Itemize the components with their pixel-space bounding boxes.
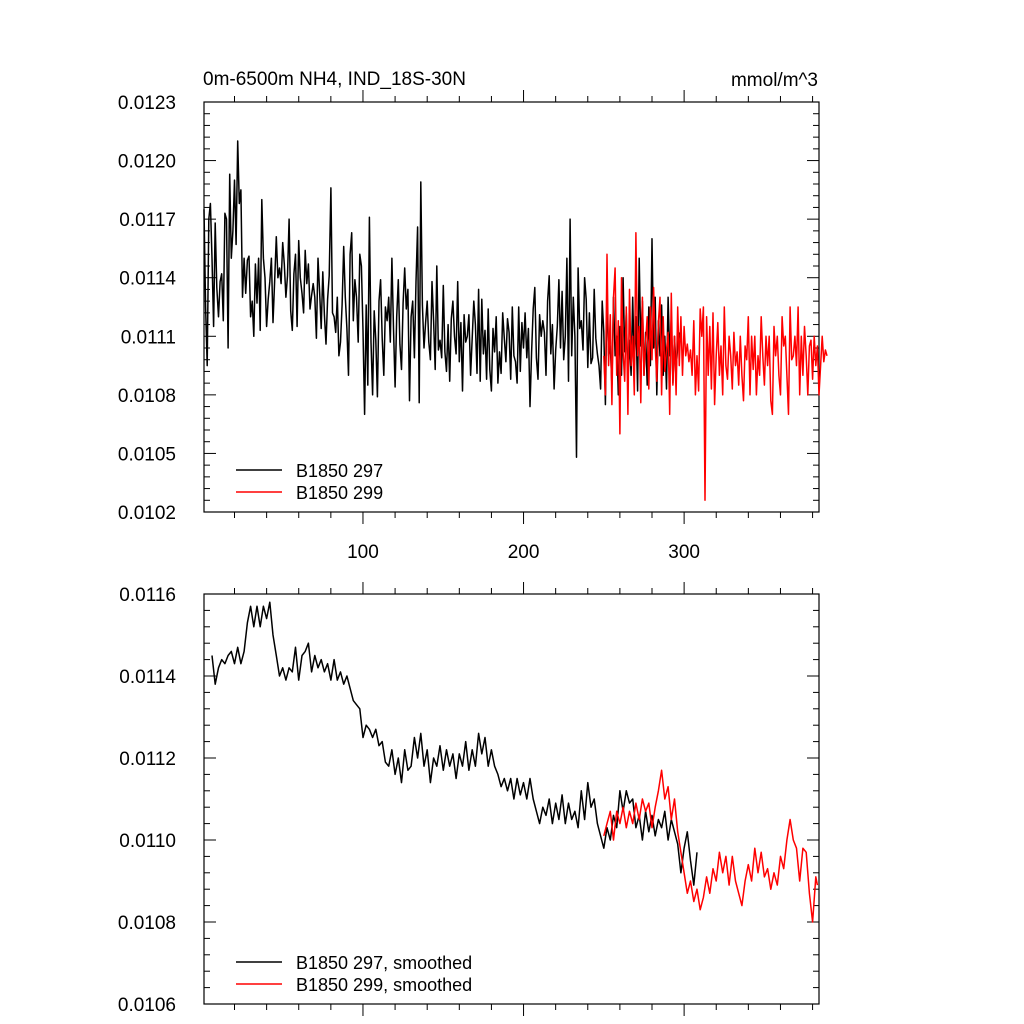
series-line-b1850-297-smoothed bbox=[211, 601, 698, 886]
y-tick-label: 0.0111 bbox=[121, 327, 176, 348]
x-tick-label: 200 bbox=[508, 542, 540, 563]
bottom-tick-marks bbox=[204, 582, 819, 1016]
y-tick-label: 0.0117 bbox=[119, 210, 176, 231]
bottom-plot-frame bbox=[203, 593, 820, 1005]
bottom-series bbox=[211, 601, 819, 923]
top-panel-units: mmol/m^3 bbox=[731, 70, 818, 91]
top-tick-labels: 0.0102 0.0105 0.0108 0.0111 0.0114 0.0117 0.01… bbox=[118, 93, 700, 563]
top-series bbox=[203, 140, 828, 502]
bottom-legend: B1850 297, smoothed B1850 299, smoothed bbox=[236, 953, 472, 995]
y-tick-label: 0.0110 bbox=[119, 831, 176, 852]
x-tick-label: 100 bbox=[347, 542, 379, 563]
legend-label-b1850-297: B1850 297 bbox=[296, 461, 383, 481]
y-tick-label: 0.0105 bbox=[118, 444, 176, 465]
bottom-tick-labels: 0.0106 0.0108 0.0110 0.0112 0.0114 0.0116 bbox=[118, 585, 177, 1016]
top-plot-frame bbox=[203, 101, 820, 513]
top-panel-title: 0m-6500m NH4, IND_18S-30N bbox=[203, 69, 466, 90]
y-tick-label: 0.0120 bbox=[118, 152, 176, 173]
y-tick-label: 0.0114 bbox=[119, 667, 176, 688]
x-tick-label: 300 bbox=[668, 542, 700, 563]
legend-label-b1850-299: B1850 299 bbox=[296, 483, 383, 503]
bottom-panel: 0.0106 0.0108 0.0110 0.0112 0.0114 0.0116 B18… bbox=[118, 582, 820, 1016]
y-tick-label: 0.0114 bbox=[119, 269, 176, 290]
y-tick-label: 0.0108 bbox=[118, 386, 176, 407]
top-legend: B1850 297 B1850 299 bbox=[236, 461, 383, 503]
top-panel: 0m-6500m NH4, IND_18S-30N mmol/m^3 0.010… bbox=[118, 69, 828, 563]
y-tick-label: 0.0116 bbox=[119, 585, 176, 606]
y-tick-label: 0.0102 bbox=[118, 503, 176, 524]
y-tick-label: 0.0123 bbox=[118, 93, 176, 114]
series-line-b1850-299-smoothed bbox=[603, 769, 819, 923]
y-tick-label: 0.0112 bbox=[119, 749, 176, 770]
legend-label-b1850-299-smoothed: B1850 299, smoothed bbox=[296, 975, 472, 995]
y-tick-label: 0.0106 bbox=[118, 995, 176, 1016]
legend-label-b1850-297-smoothed: B1850 297, smoothed bbox=[296, 953, 472, 973]
series-line-b1850-297 bbox=[203, 140, 681, 459]
y-tick-label: 0.0108 bbox=[118, 913, 176, 934]
series-line-b1850-299 bbox=[603, 232, 828, 502]
